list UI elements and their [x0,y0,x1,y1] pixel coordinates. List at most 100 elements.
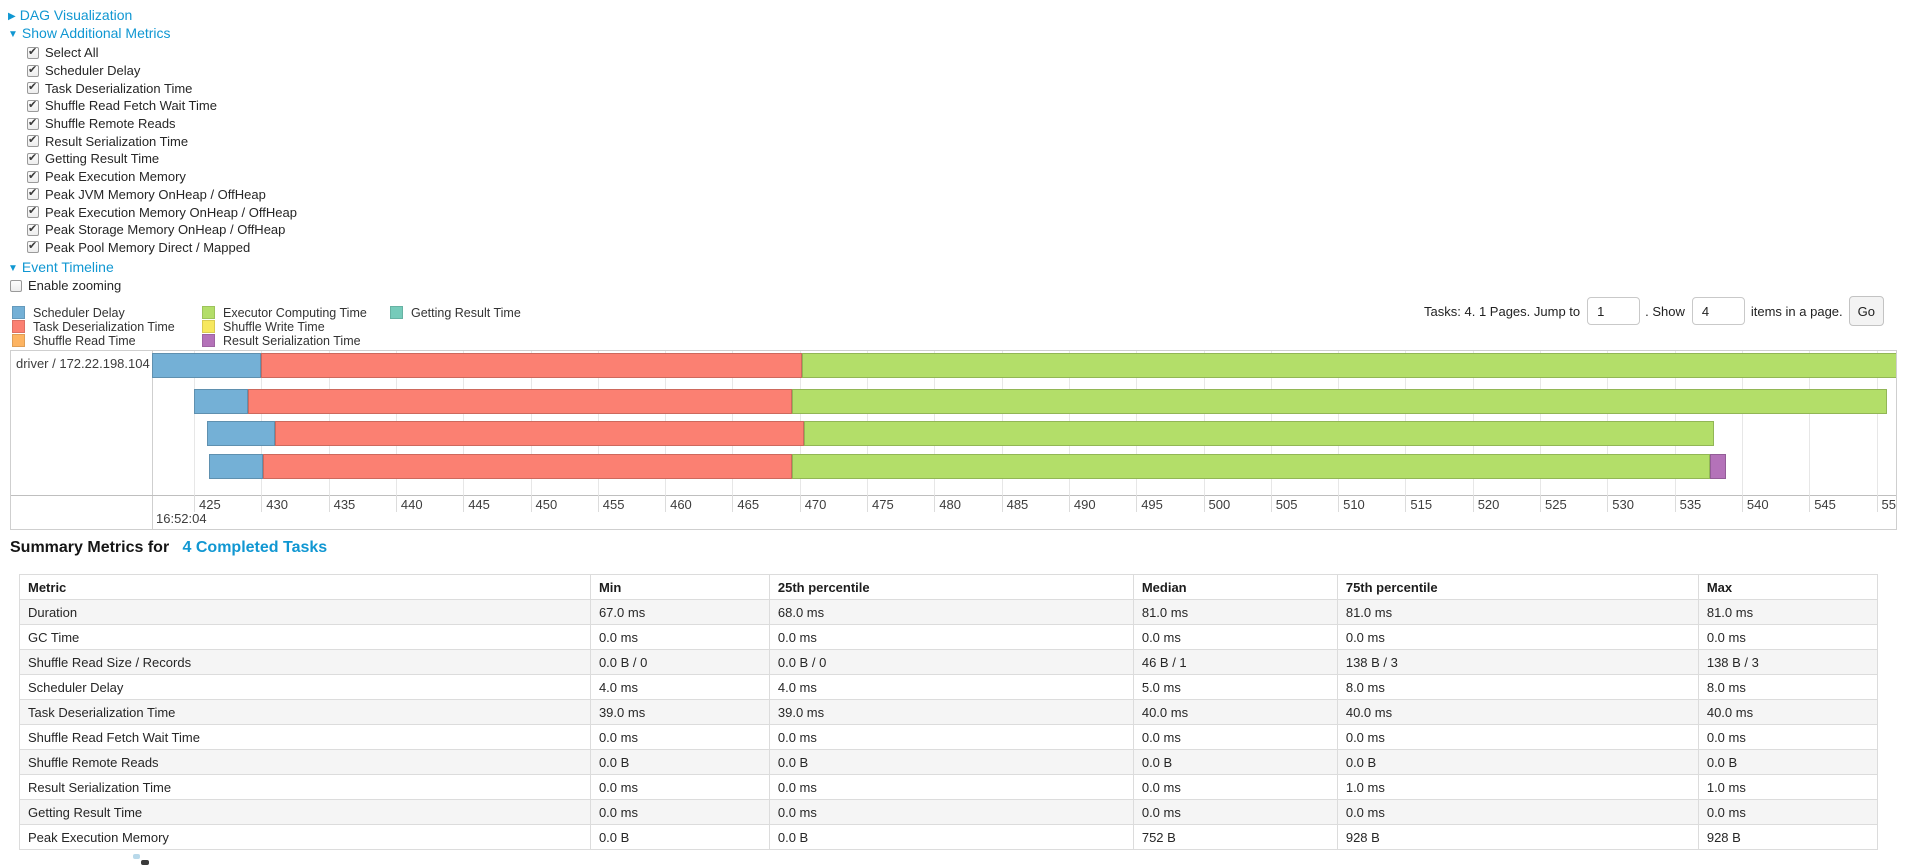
axis-tick [1270,495,1272,512]
axis-tick [867,495,868,512]
summary-table-row: Shuffle Read Size / Records 0.0 B / 0 0.0 … [19,649,1879,675]
summary-column-header: Median [1132,574,1338,600]
event-timeline-chart[interactable]: driver / 172.22.198.104 425 430 435 440 445 4… [10,350,1897,530]
metric-value-cell: 138 B / 3 [1336,649,1699,675]
task-bar-segment[interactable] [803,421,1714,446]
axis-tick-label: 435 [333,497,356,512]
task-bar-segment[interactable] [207,421,275,446]
metric-name-cell: Peak Execution Memory [19,824,591,850]
go-button[interactable]: Go [1848,296,1884,326]
axis-tick-label: 465 [737,497,760,512]
metric-value-cell: 0.0 ms [1336,799,1699,825]
legend-item: Scheduler Delay [12,306,175,320]
metric-value-cell: 40.0 ms [1336,699,1699,725]
toggle-show-additional-metrics[interactable]: ▼ Show Additional Metrics [8,25,171,41]
summary-column-header: Max [1697,574,1879,600]
task-bar-segment[interactable] [1709,454,1726,479]
toggle-timeline-label: Event Timeline [21,259,114,275]
metric-checkbox[interactable] [27,204,39,219]
task-bar-segment[interactable] [262,454,792,479]
axis-tick [395,495,397,512]
metric-checkbox[interactable] [27,80,39,95]
metric-checkbox[interactable] [27,151,39,165]
metric-value-cell: 0.0 ms [1336,724,1699,750]
axis-tick-label: 425 [199,497,221,512]
metric-value-cell: 8.0 ms [1336,674,1699,700]
metric-value-cell: 928 B [1697,824,1879,850]
metric-checkbox[interactable] [27,169,39,183]
completed-tasks-link[interactable]: 4 Completed Tasks [182,539,328,556]
summary-table-row: Duration 67.0 ms 68.0 ms 81.0 ms 81.0 ms 81.0… [19,599,1879,625]
metric-value-cell: 8.0 ms [1697,674,1879,700]
axis-tick [1607,495,1609,512]
metric-checkbox[interactable] [27,116,39,130]
task-bar-segment[interactable] [194,389,248,414]
metric-checkbox-label: Peak JVM Memory OnHeap / OffHeap [45,186,266,202]
metric-checkbox[interactable] [27,45,39,59]
metric-checkbox-row: Shuffle Remote Reads [27,115,297,133]
task-bar-segment[interactable] [274,421,804,446]
metric-name-cell: Shuffle Read Fetch Wait Time [19,724,591,750]
summary-metrics-heading: Summary Metrics for 4 Completed Tasks [10,539,327,557]
legend-item: Shuffle Read Time [12,334,175,348]
enable-zooming-checkbox[interactable] [10,279,22,292]
metric-value-cell: 0.0 B [1336,749,1699,775]
metric-value-cell: 46 B / 1 [1132,649,1338,675]
task-bar-segment[interactable] [261,353,803,378]
metric-value-cell: 39.0 ms [768,699,1134,725]
metric-value-cell: 0.0 B [768,749,1134,775]
task-pagination: Tasks: 4. 1 Pages. Jump to . Show items … [1424,294,1884,328]
toggle-event-timeline[interactable]: ▼ Event Timeline [8,259,114,275]
metric-value-cell: 0.0 ms [768,624,1134,650]
grid-line [1741,351,1743,495]
toggle-dag-label: DAG Visualization [19,7,133,23]
metric-name-cell: GC Time [19,624,591,650]
jump-to-page-input[interactable] [1587,297,1641,325]
metric-name-cell: Shuffle Remote Reads [19,749,591,775]
metric-checkbox[interactable] [27,98,39,112]
metric-checkbox-label: Task Deserialization Time [45,80,193,96]
metric-checkbox-row: Getting Result Time [27,150,297,168]
axis-tick [1136,495,1138,512]
timeline-axis-date-label: 16:52:04 [156,511,207,526]
clipped-text-fragment [141,860,149,865]
axis-tick-label: 495 [1141,497,1163,512]
metric-checkbox[interactable] [27,63,39,77]
task-bar-segment[interactable] [247,389,792,414]
metric-value-cell: 40.0 ms [1697,699,1879,725]
metric-checkbox[interactable] [27,239,39,254]
task-bar-segment[interactable] [802,353,1896,378]
task-bar-segment[interactable] [208,454,263,479]
task-bar-segment[interactable] [791,454,1710,479]
metric-checkbox-label: Getting Result Time [45,151,160,167]
metric-value-cell: 81.0 ms [1132,599,1338,625]
metric-name-cell: Result Serialization Time [19,774,591,800]
metric-value-cell: 1.0 ms [1336,774,1699,800]
axis-tick-label: 480 [939,497,961,512]
legend-swatch-icon [202,306,215,320]
items-per-page-input[interactable] [1691,297,1745,325]
metric-checkbox[interactable] [27,222,39,236]
axis-tick [1472,495,1474,512]
axis-tick [1203,495,1205,512]
metric-checkbox-row: Shuffle Read Fetch Wait Time [27,97,297,115]
enable-zooming-row: Enable zooming [10,277,121,295]
metric-value-cell: 752 B [1132,824,1338,850]
summary-table-row: Result Serialization Time 0.0 ms 0.0 ms 0.0… [19,774,1879,800]
metric-value-cell: 0.0 B [589,749,770,775]
toggle-dag-visualization[interactable]: ▶ DAG Visualization [8,7,132,23]
metric-checkbox-row: Peak Execution Memory [27,168,297,186]
axis-tick-label: 470 [804,497,827,512]
legend-item-label: Scheduler Delay [33,305,125,320]
grid-line [1809,351,1811,495]
metric-checkbox[interactable] [27,133,39,148]
metric-checkbox[interactable] [27,186,39,201]
summary-table-row: Peak Execution Memory 0.0 B 0.0 B 752 B 928 … [19,824,1879,850]
metric-value-cell: 0.0 B [768,824,1134,850]
task-bar-segment[interactable] [791,389,1888,414]
summary-table-header-row: Metric Min 25th percentile Median 75th perce… [19,574,1879,600]
task-bar-segment[interactable] [152,353,262,378]
axis-tick [1876,495,1878,512]
summary-metrics-table: Metric Min 25th percentile Median 75th perce… [19,574,1879,850]
legend-item: Shuffle Write Time [202,320,367,334]
